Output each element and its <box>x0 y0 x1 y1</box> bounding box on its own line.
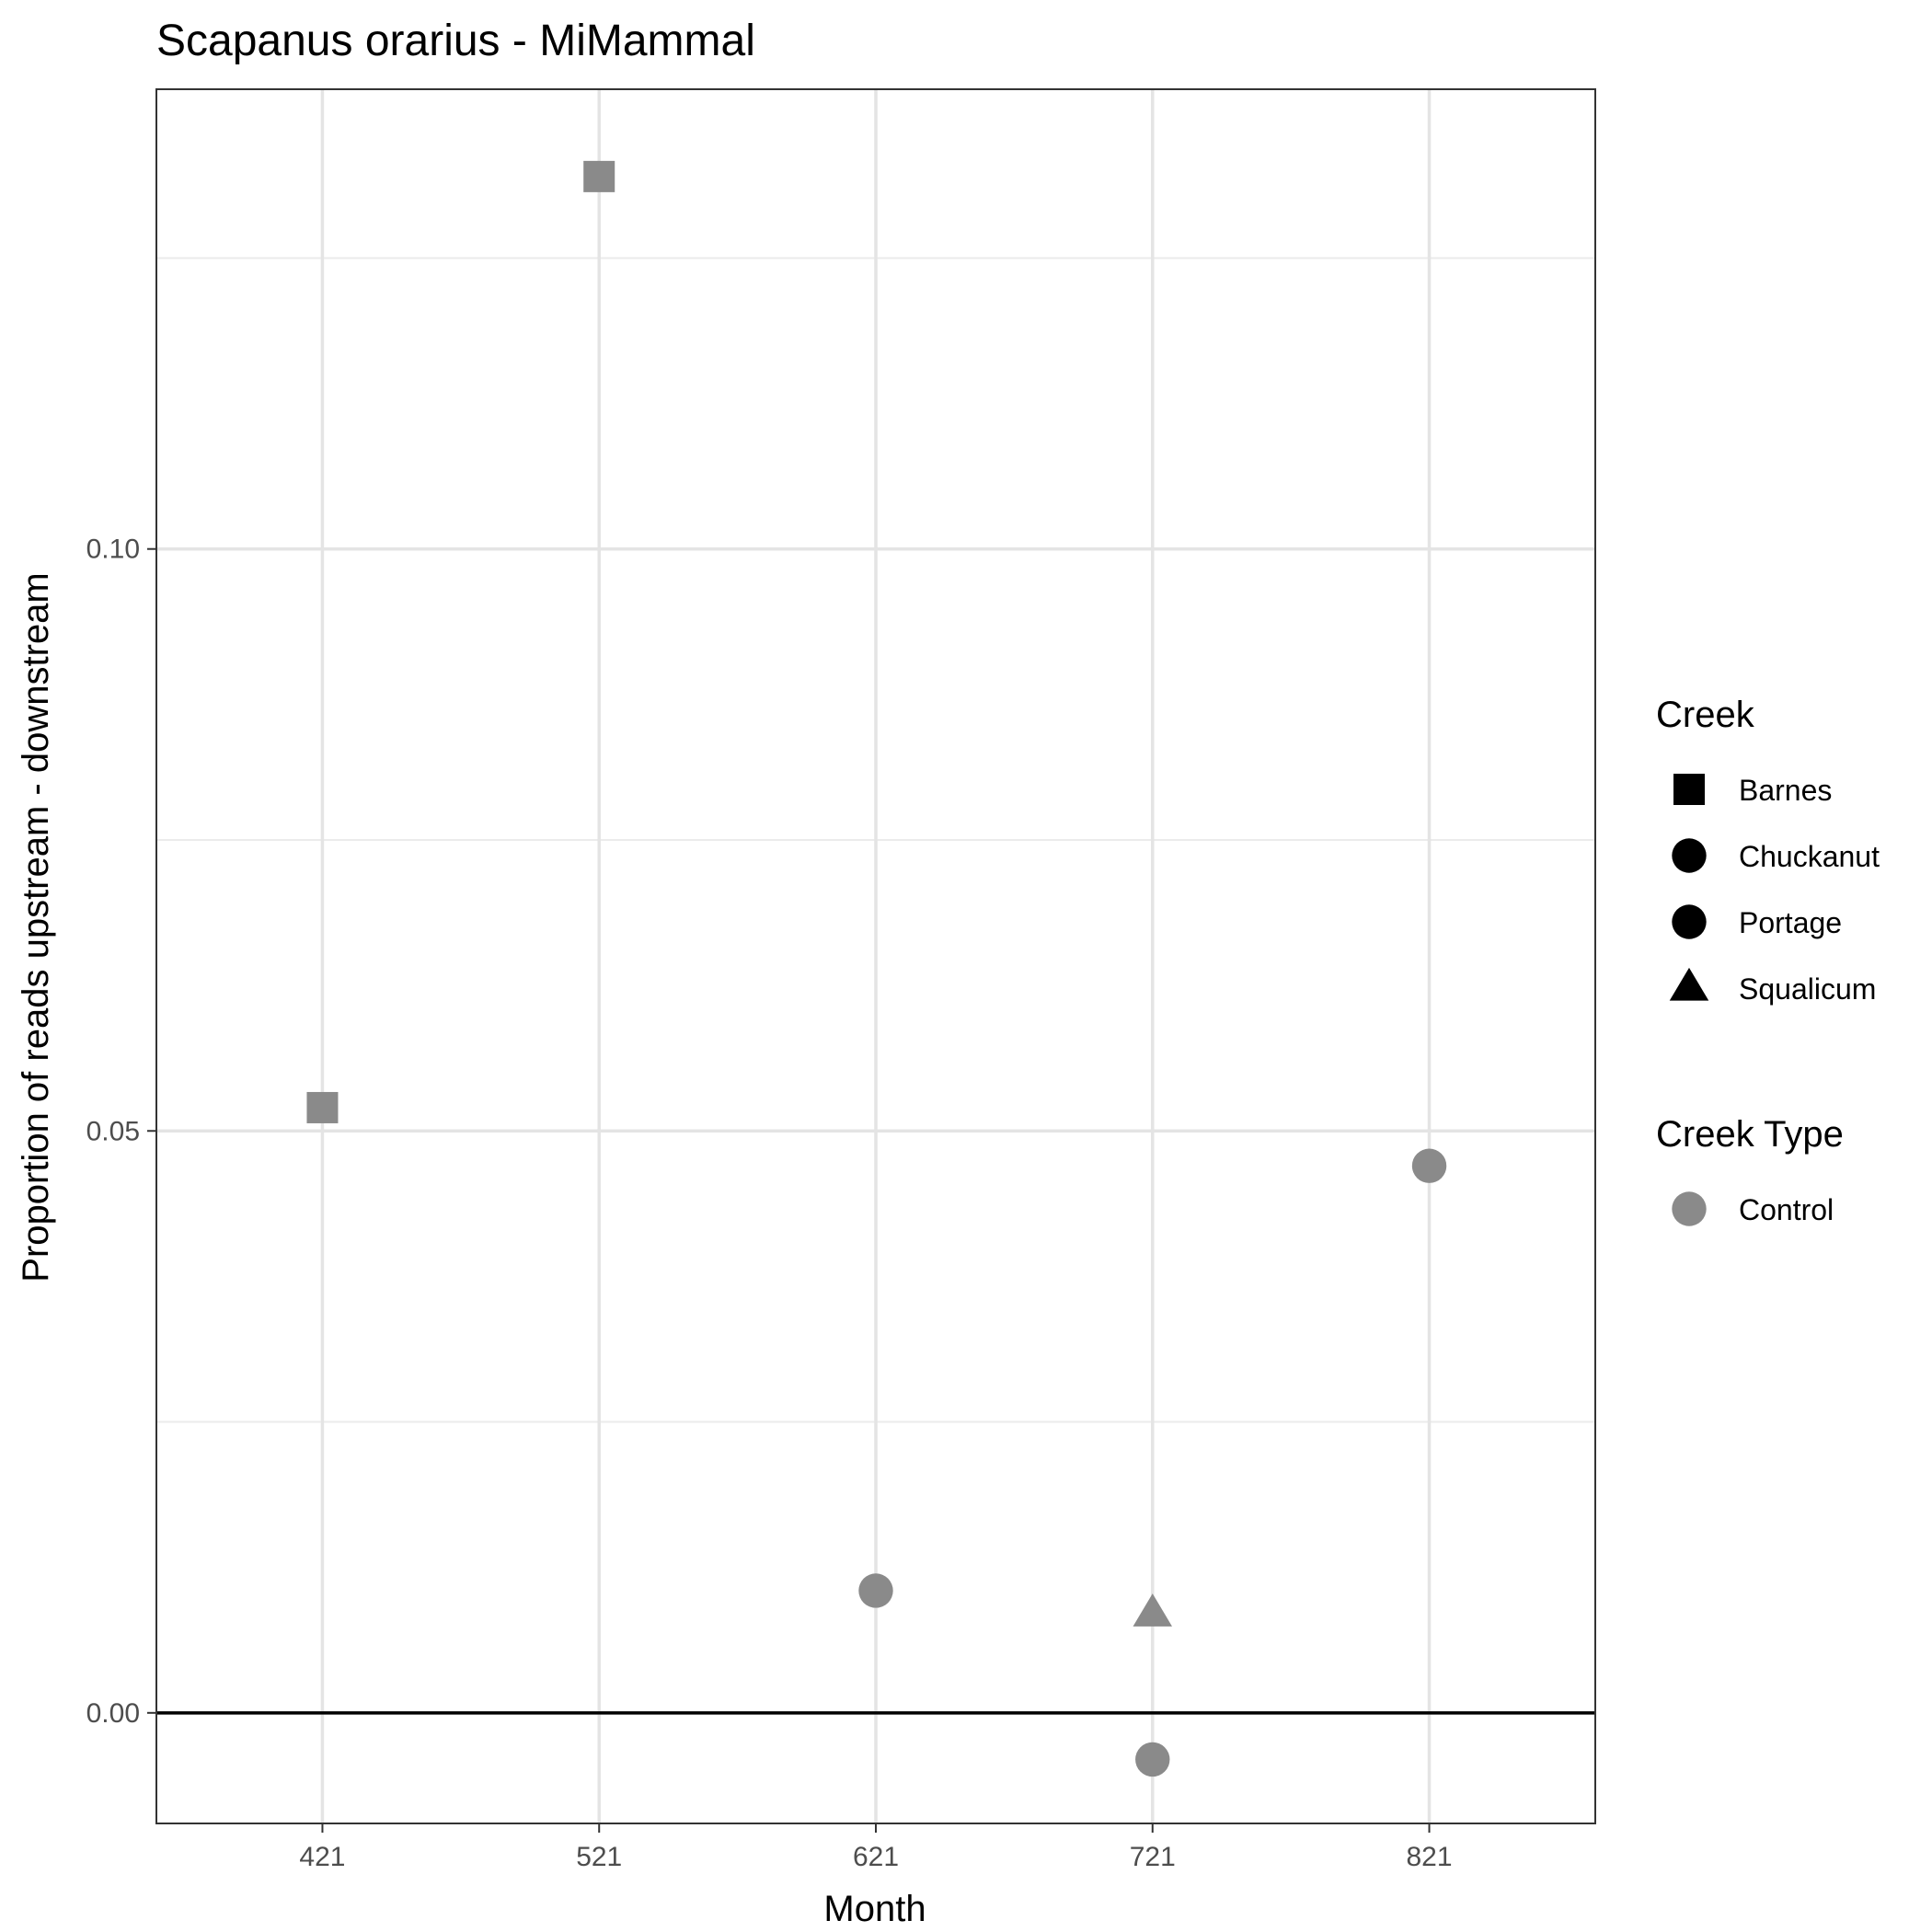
y-tick-label: 0.00 <box>86 1698 140 1729</box>
data-point <box>1135 1742 1170 1777</box>
legend-label: Chuckanut <box>1739 840 1880 873</box>
legend: Creek Barnes Chuckanut Portage Squalicum Cree… <box>1656 695 1880 1226</box>
data-point <box>583 160 615 192</box>
data-point <box>1133 1593 1173 1627</box>
x-tick-label: 521 <box>576 1842 622 1872</box>
chart-title: Scapanus orarius - MiMammal <box>156 17 755 65</box>
grid <box>155 88 1596 1824</box>
legend-key-circle <box>1672 838 1707 873</box>
legend-key-triangle <box>1669 967 1709 1001</box>
x-axis-title: Month <box>823 1889 926 1929</box>
legend-key-circle <box>1672 904 1707 939</box>
legend-title: Creek Type <box>1656 1114 1844 1155</box>
legend-title: Creek <box>1656 695 1755 735</box>
x-tick-label: 621 <box>853 1842 899 1872</box>
data-points <box>306 160 1447 1777</box>
x-tick-label: 821 <box>1407 1842 1453 1872</box>
data-point <box>306 1091 339 1123</box>
legend-label: Squalicum <box>1739 972 1876 1006</box>
legend-label: Barnes <box>1739 774 1832 807</box>
y-tick-label: 0.05 <box>86 1116 140 1146</box>
legend-label: Portage <box>1739 906 1842 939</box>
x-tick-label: 421 <box>299 1842 345 1872</box>
data-point <box>858 1573 893 1608</box>
y-tick-label: 0.10 <box>86 535 140 565</box>
legend-key-square <box>1673 774 1705 805</box>
y-axis-title: Proportion of reads upstream - downstrea… <box>16 572 56 1282</box>
x-tick-label: 721 <box>1130 1842 1176 1872</box>
legend-label: Control <box>1739 1193 1834 1226</box>
data-point <box>1411 1148 1447 1183</box>
legend-key-circle <box>1672 1191 1707 1226</box>
